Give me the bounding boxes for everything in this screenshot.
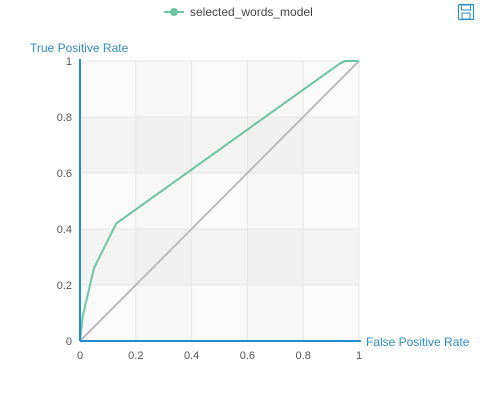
save-icon[interactable]	[457, 3, 475, 21]
series-group	[79, 60, 359, 342]
plot-background	[80, 61, 359, 341]
y-tick-label: 0.8	[57, 112, 72, 124]
axes	[79, 59, 361, 342]
series-line[interactable]	[79, 60, 359, 342]
x-axis-title: False Positive Rate	[366, 335, 470, 349]
x-tick-label: 0.6	[240, 350, 255, 362]
plot-band	[80, 61, 359, 117]
plot-band	[80, 117, 359, 173]
x-tick-label: 0	[77, 350, 83, 362]
plot-column-band	[247, 61, 303, 341]
plot-band	[80, 285, 359, 341]
legend-marker-icon	[170, 8, 178, 16]
x-tick-label: 0.8	[296, 350, 311, 362]
legend-label: selected_words_model	[190, 5, 313, 19]
y-tick-label: 0.4	[57, 224, 72, 236]
x-tick-label: 0.4	[184, 350, 199, 362]
y-tick-label: 1	[66, 56, 72, 68]
y-tick-labels: 0 0.2 0.4 0.6 0.8 1	[57, 56, 72, 348]
y-tick-label: 0	[66, 336, 72, 348]
x-tick-label: 1	[356, 350, 362, 362]
y-tick-label: 0.2	[57, 280, 72, 292]
y-tick-label: 0.6	[57, 168, 72, 180]
reference-diagonal	[79, 60, 360, 342]
plot-band	[80, 229, 359, 285]
legend-item[interactable]: selected_words_model	[164, 5, 313, 19]
x-tick-labels: 0 0.2 0.4 0.6 0.8 1	[77, 350, 362, 362]
x-tick-label: 0.2	[128, 350, 143, 362]
y-axis-title: True Positive Rate	[30, 41, 129, 55]
diagonal-line	[79, 60, 360, 342]
plot-column-band	[136, 61, 192, 341]
